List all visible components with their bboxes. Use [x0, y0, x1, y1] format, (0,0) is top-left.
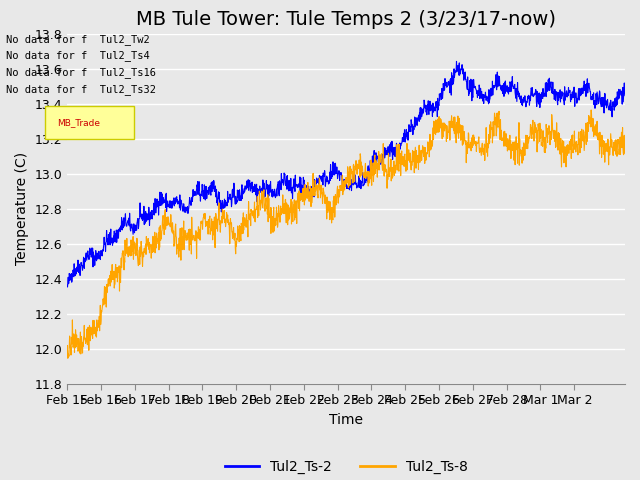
Legend: Tul2_Ts-2, Tul2_Ts-8: Tul2_Ts-2, Tul2_Ts-8 — [219, 454, 473, 479]
Tul2_Ts-8 — [316, 187, 324, 193]
Text: No data for f  Tul2_Ts4: No data for f Tul2_Ts4 — [6, 50, 150, 61]
Tul2_Ts-8 — [163, 214, 171, 220]
Tul2_Ts-2 — [74, 257, 82, 263]
Tul2_Ts-2 — [448, 79, 456, 85]
Line: Tul2_Ts-8: Tul2_Ts-8 — [67, 110, 625, 358]
Tul2_Ts-2 — [316, 175, 324, 180]
Line: Tul2_Ts-2: Tul2_Ts-2 — [67, 61, 625, 287]
Tul2_Ts-8 — [588, 107, 595, 113]
Text: No data for f  Tul2_Tw2: No data for f Tul2_Tw2 — [6, 34, 150, 45]
Tul2_Ts-8 — [64, 355, 72, 361]
Text: No data for f  Tul2_Ts32: No data for f Tul2_Ts32 — [6, 84, 156, 95]
Text: MB_Trade: MB_Trade — [58, 118, 100, 127]
Tul2_Ts-2 — [63, 284, 71, 290]
Tul2_Ts-8 — [621, 132, 629, 138]
Tul2_Ts-2 — [452, 59, 460, 64]
Tul2_Ts-8 — [586, 116, 593, 122]
Tul2_Ts-2 — [63, 283, 71, 288]
Tul2_Ts-2 — [621, 93, 629, 98]
Tul2_Ts-2 — [163, 198, 171, 204]
Tul2_Ts-8 — [448, 120, 456, 125]
Tul2_Ts-2 — [586, 86, 594, 92]
Y-axis label: Temperature (C): Temperature (C) — [15, 152, 29, 265]
Tul2_Ts-8 — [349, 180, 356, 186]
Tul2_Ts-8 — [63, 355, 71, 361]
Title: MB Tule Tower: Tule Temps 2 (3/23/17-now): MB Tule Tower: Tule Temps 2 (3/23/17-now… — [136, 10, 556, 29]
Text: No data for f  Tul2_Ts16: No data for f Tul2_Ts16 — [6, 67, 156, 78]
Tul2_Ts-2 — [349, 175, 356, 181]
Tul2_Ts-8 — [74, 348, 82, 354]
X-axis label: Time: Time — [329, 413, 363, 427]
